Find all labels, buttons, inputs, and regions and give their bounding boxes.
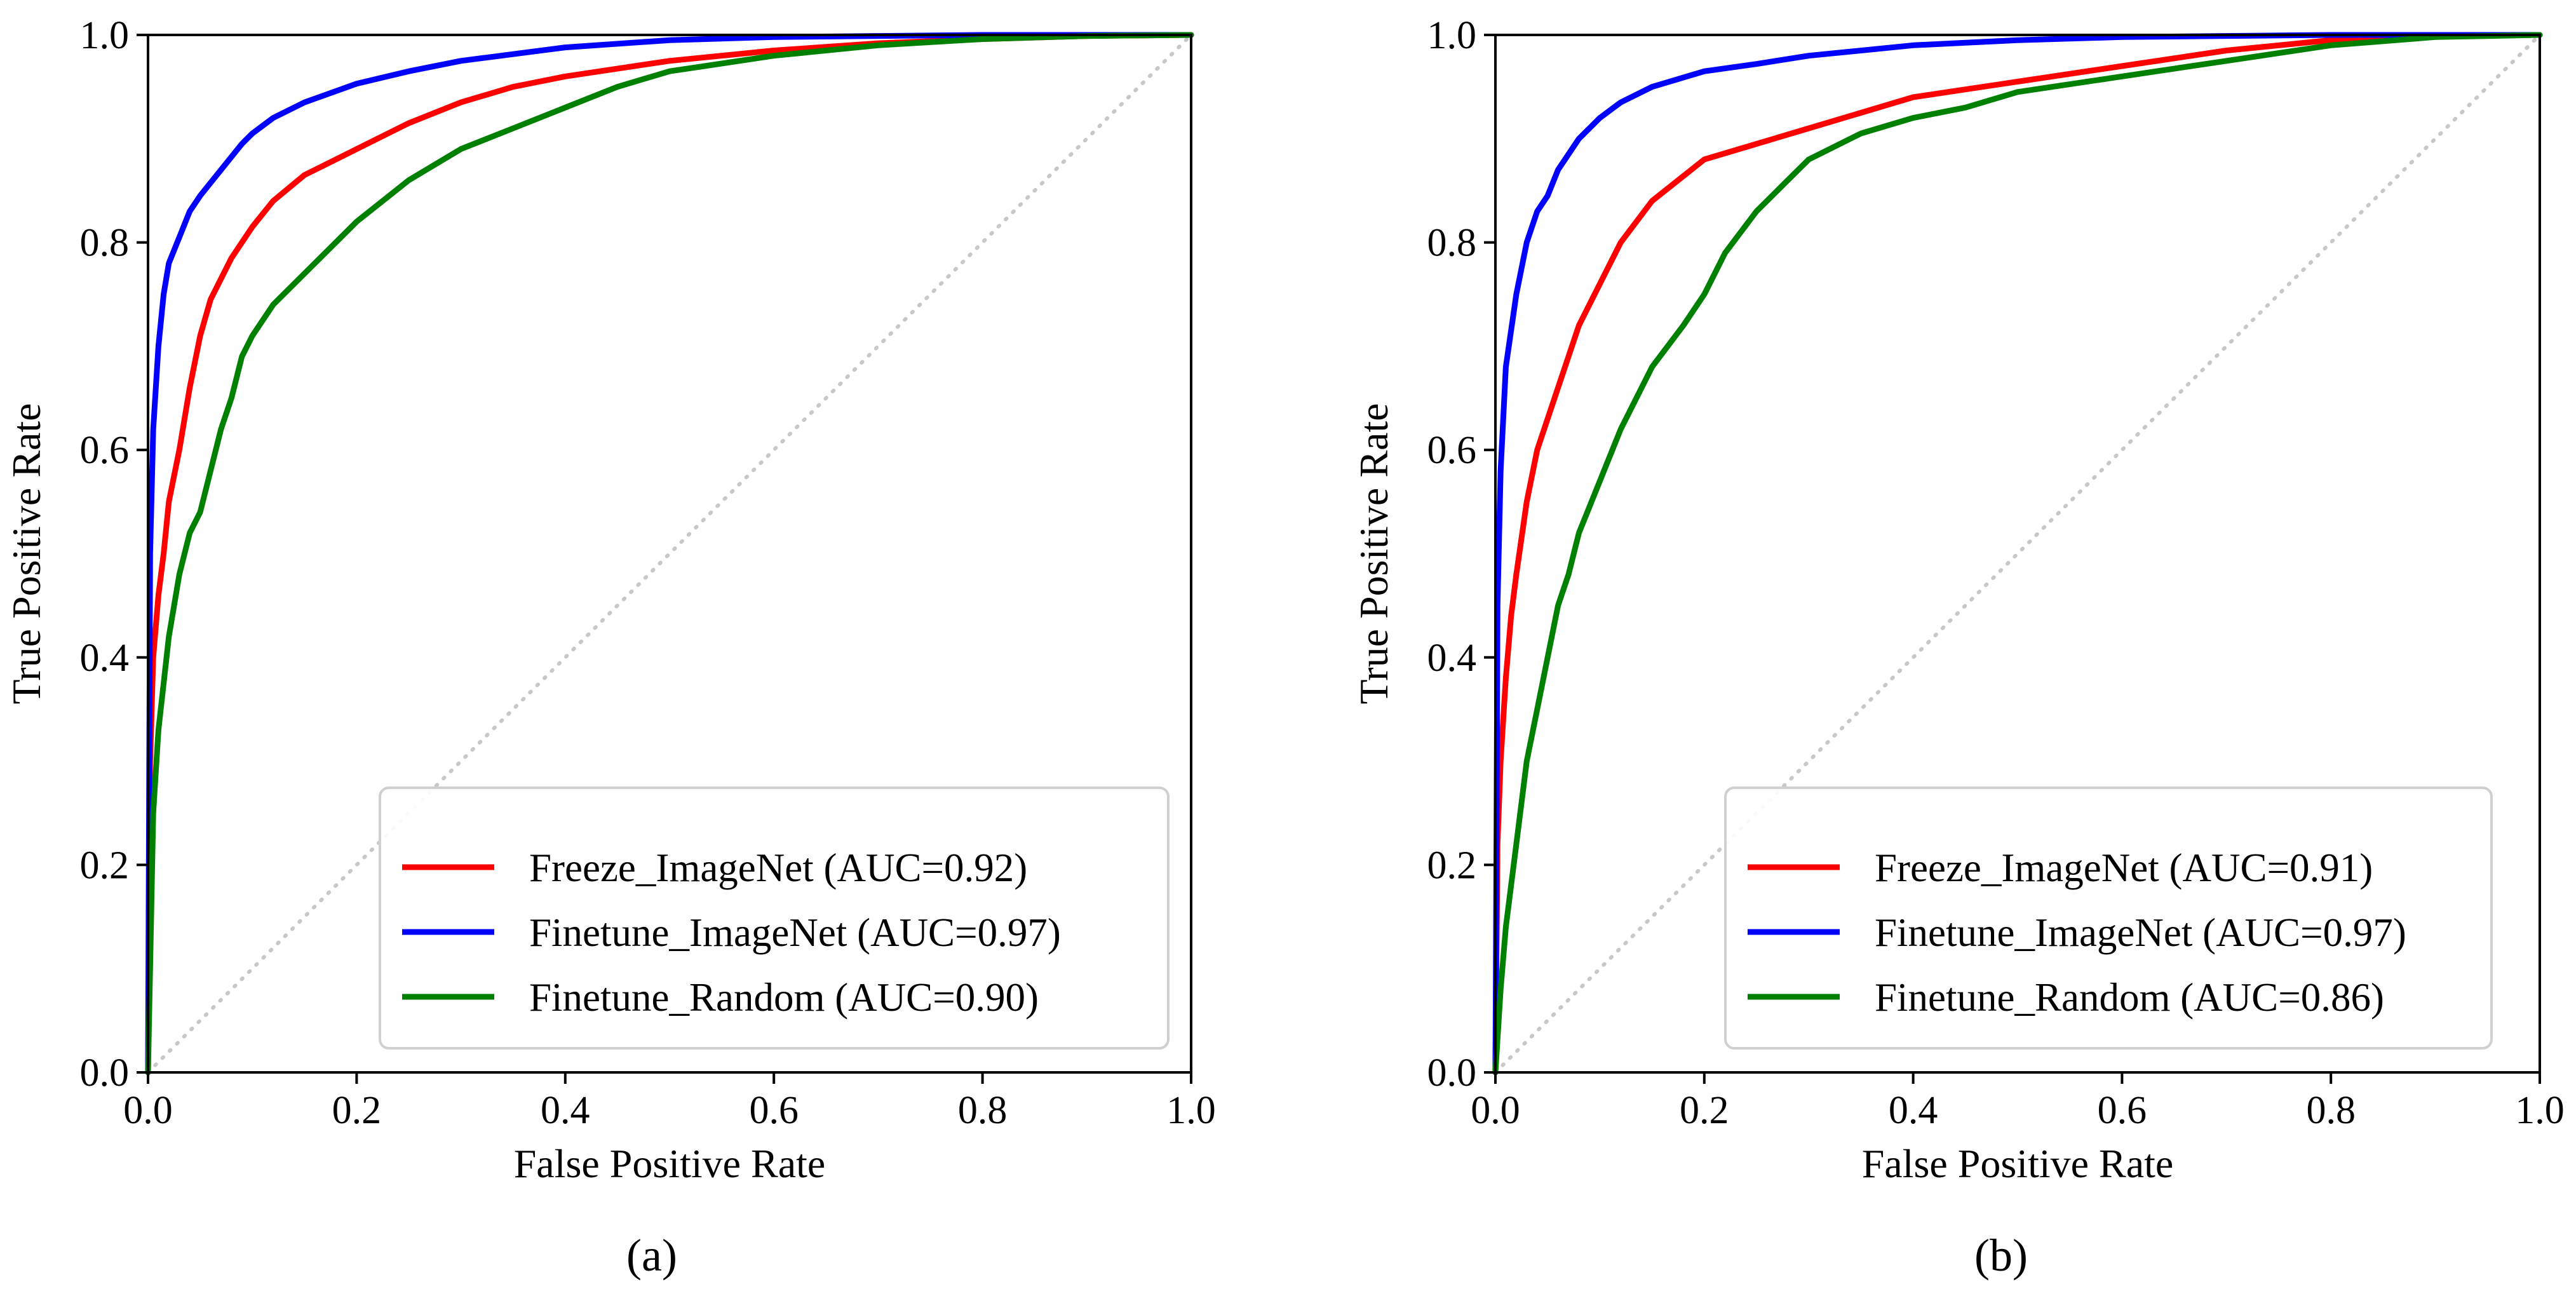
- x-tick-label: 1.0: [2515, 1089, 2565, 1132]
- x-tick-label: 0.4: [541, 1089, 590, 1132]
- series-line-finetune-random: [145, 32, 1194, 1076]
- legend-entry-label: Finetune_ImageNet (AUC=0.97): [529, 910, 1061, 955]
- series-line-finetune-imagenet: [145, 32, 1194, 1076]
- y-tick-label: 0.6: [1427, 429, 1477, 472]
- y-axis-label: True Positive Rate: [4, 403, 49, 704]
- x-tick-label: 0.0: [1471, 1089, 1520, 1132]
- y-tick-label: 1.0: [80, 14, 130, 57]
- x-tick-label: 0.2: [332, 1089, 382, 1132]
- x-tick-label: 0.8: [958, 1089, 1008, 1132]
- x-tick-label: 0.6: [749, 1089, 799, 1132]
- x-tick-label: 0.0: [123, 1089, 173, 1132]
- chance-diagonal-line: [1494, 33, 2542, 1074]
- series-line-finetune-random: [1492, 32, 2543, 1076]
- legend-entry-label: Finetune_Random (AUC=0.86): [1875, 975, 2384, 1020]
- legend-entry-label: Freeze_ImageNet (AUC=0.91): [1875, 846, 2373, 890]
- y-tick-label: 0.2: [80, 844, 130, 887]
- chart-panel-b: 0.0 0.2 0.4 0.6 0.8 1.0 0.0 0.2 0.4 0.6 0.8 1.0 Fals…: [1351, 14, 2565, 1281]
- legend: Freeze_ImageNet (AUC=0.92) Finetune_Image…: [379, 787, 1170, 1050]
- x-tick-label: 0.8: [2306, 1089, 2356, 1132]
- legend-entry-label: Finetune_Random (AUC=0.90): [529, 975, 1039, 1020]
- x-tick-label: 0.4: [1889, 1089, 1938, 1132]
- y-tick-label: 0.2: [1427, 844, 1477, 887]
- y-tick-label: 0.6: [80, 429, 130, 472]
- chart-panel-a: 0.0 0.2 0.4 0.6 0.8 1.0 0.0 0.2 0.4 0.6 0.8 1.0 Fals…: [4, 14, 1216, 1281]
- panel-caption: (b): [1974, 1230, 2028, 1281]
- y-tick-label: 0.8: [80, 222, 130, 265]
- x-tick-label: 0.2: [1680, 1089, 1729, 1132]
- x-axis-label: False Positive Rate: [514, 1141, 826, 1186]
- legend-box: [1724, 787, 2493, 1050]
- y-axis-label: True Positive Rate: [1351, 403, 1396, 704]
- x-tick-label: 1.0: [1166, 1089, 1216, 1132]
- series-line-freeze-imagenet: [145, 32, 1194, 1076]
- legend: Freeze_ImageNet (AUC=0.91) Finetune_Image…: [1724, 787, 2493, 1050]
- chance-diagonal-line: [146, 33, 1193, 1074]
- y-tick-label: 0.8: [1427, 222, 1477, 265]
- plot-frame: [147, 34, 1192, 1074]
- legend-box: [379, 787, 1170, 1050]
- legend-entry-label: Finetune_ImageNet (AUC=0.97): [1875, 910, 2406, 955]
- series-line-finetune-imagenet: [1492, 32, 2543, 1076]
- series-line-freeze-imagenet: [1492, 32, 2543, 1076]
- x-axis-label: False Positive Rate: [1862, 1141, 2174, 1186]
- y-tick-label: 1.0: [1427, 14, 1477, 57]
- y-tick-label: 0.4: [80, 637, 130, 680]
- y-tick-label: 0.4: [1427, 637, 1477, 680]
- y-tick-label: 0.0: [1427, 1051, 1477, 1095]
- plot-frame: [1494, 34, 2541, 1074]
- x-tick-label: 0.6: [2098, 1089, 2147, 1132]
- panel-caption: (a): [626, 1230, 677, 1281]
- y-tick-label: 0.0: [80, 1051, 130, 1095]
- legend-entry-label: Freeze_ImageNet (AUC=0.92): [529, 846, 1027, 890]
